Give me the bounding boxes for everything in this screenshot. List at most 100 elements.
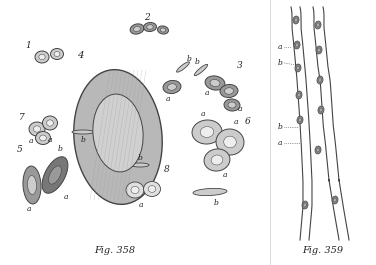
Ellipse shape (144, 182, 161, 197)
Ellipse shape (220, 85, 238, 98)
Text: a: a (48, 136, 52, 144)
Ellipse shape (35, 131, 50, 144)
Ellipse shape (297, 93, 300, 97)
Ellipse shape (302, 201, 308, 209)
Ellipse shape (315, 146, 321, 154)
Text: a: a (64, 193, 68, 201)
Ellipse shape (72, 130, 94, 134)
Ellipse shape (317, 148, 320, 152)
Ellipse shape (316, 46, 322, 54)
Text: 3: 3 (237, 60, 243, 69)
Ellipse shape (131, 186, 139, 194)
Text: b: b (138, 154, 143, 162)
Ellipse shape (49, 166, 61, 184)
Ellipse shape (211, 155, 223, 165)
Text: a: a (234, 118, 238, 126)
Ellipse shape (54, 51, 60, 56)
Text: a: a (238, 105, 242, 113)
Ellipse shape (144, 23, 156, 32)
Ellipse shape (130, 24, 144, 34)
Text: a: a (201, 110, 205, 118)
Ellipse shape (131, 163, 149, 167)
Ellipse shape (204, 149, 230, 171)
Text: 5: 5 (17, 145, 23, 154)
Ellipse shape (210, 80, 220, 87)
Ellipse shape (205, 76, 225, 90)
Ellipse shape (158, 26, 168, 34)
Text: a: a (278, 139, 282, 147)
Ellipse shape (35, 51, 49, 63)
Text: 2: 2 (144, 12, 150, 21)
Ellipse shape (177, 62, 190, 72)
Ellipse shape (293, 16, 299, 24)
Text: a: a (278, 43, 282, 51)
Text: b: b (58, 145, 62, 153)
Ellipse shape (317, 48, 320, 52)
Ellipse shape (160, 28, 166, 32)
Ellipse shape (27, 175, 36, 195)
Text: 1: 1 (25, 41, 31, 50)
Text: a: a (139, 201, 143, 209)
Ellipse shape (296, 91, 302, 99)
Ellipse shape (224, 88, 233, 94)
Ellipse shape (126, 182, 144, 198)
Ellipse shape (163, 81, 181, 94)
Ellipse shape (224, 136, 236, 148)
Text: a: a (29, 137, 33, 145)
Ellipse shape (317, 76, 323, 84)
Ellipse shape (193, 188, 227, 196)
Ellipse shape (334, 198, 337, 202)
Text: 7: 7 (19, 113, 25, 121)
Ellipse shape (228, 102, 236, 108)
Ellipse shape (318, 78, 321, 82)
Ellipse shape (42, 157, 68, 193)
Text: 8: 8 (164, 166, 170, 174)
Ellipse shape (320, 108, 323, 112)
Ellipse shape (192, 120, 222, 144)
Ellipse shape (294, 18, 297, 22)
Ellipse shape (299, 118, 302, 122)
Text: b: b (80, 136, 85, 144)
Ellipse shape (39, 135, 46, 141)
Ellipse shape (297, 116, 303, 124)
Text: a: a (27, 205, 31, 213)
Text: Fig. 359: Fig. 359 (302, 246, 344, 255)
Ellipse shape (200, 127, 214, 138)
Ellipse shape (133, 26, 141, 32)
Ellipse shape (47, 120, 53, 126)
Text: b: b (277, 123, 282, 131)
Text: a: a (205, 89, 209, 97)
Text: b: b (186, 55, 191, 63)
Text: 4: 4 (77, 51, 83, 60)
Ellipse shape (23, 166, 41, 204)
Text: Fig. 358: Fig. 358 (94, 246, 136, 255)
Ellipse shape (315, 21, 321, 29)
Text: 6: 6 (245, 117, 251, 126)
Ellipse shape (332, 196, 338, 204)
Ellipse shape (318, 106, 324, 114)
Text: b: b (194, 58, 199, 66)
Ellipse shape (317, 23, 320, 27)
Ellipse shape (42, 116, 58, 130)
Ellipse shape (168, 84, 176, 90)
Ellipse shape (50, 48, 64, 60)
Ellipse shape (148, 186, 156, 192)
Ellipse shape (93, 94, 143, 172)
Ellipse shape (29, 122, 45, 136)
Ellipse shape (33, 126, 41, 132)
Text: a: a (223, 171, 227, 179)
Text: b: b (214, 199, 218, 207)
Text: b: b (277, 59, 282, 67)
Ellipse shape (303, 203, 306, 207)
Ellipse shape (294, 41, 300, 49)
Ellipse shape (224, 99, 240, 111)
Text: a: a (166, 95, 170, 103)
Ellipse shape (39, 54, 45, 60)
Ellipse shape (216, 129, 244, 155)
Ellipse shape (74, 70, 162, 204)
Ellipse shape (147, 25, 153, 29)
Ellipse shape (296, 43, 299, 47)
Ellipse shape (295, 64, 301, 72)
Ellipse shape (297, 66, 300, 70)
Ellipse shape (194, 64, 208, 76)
